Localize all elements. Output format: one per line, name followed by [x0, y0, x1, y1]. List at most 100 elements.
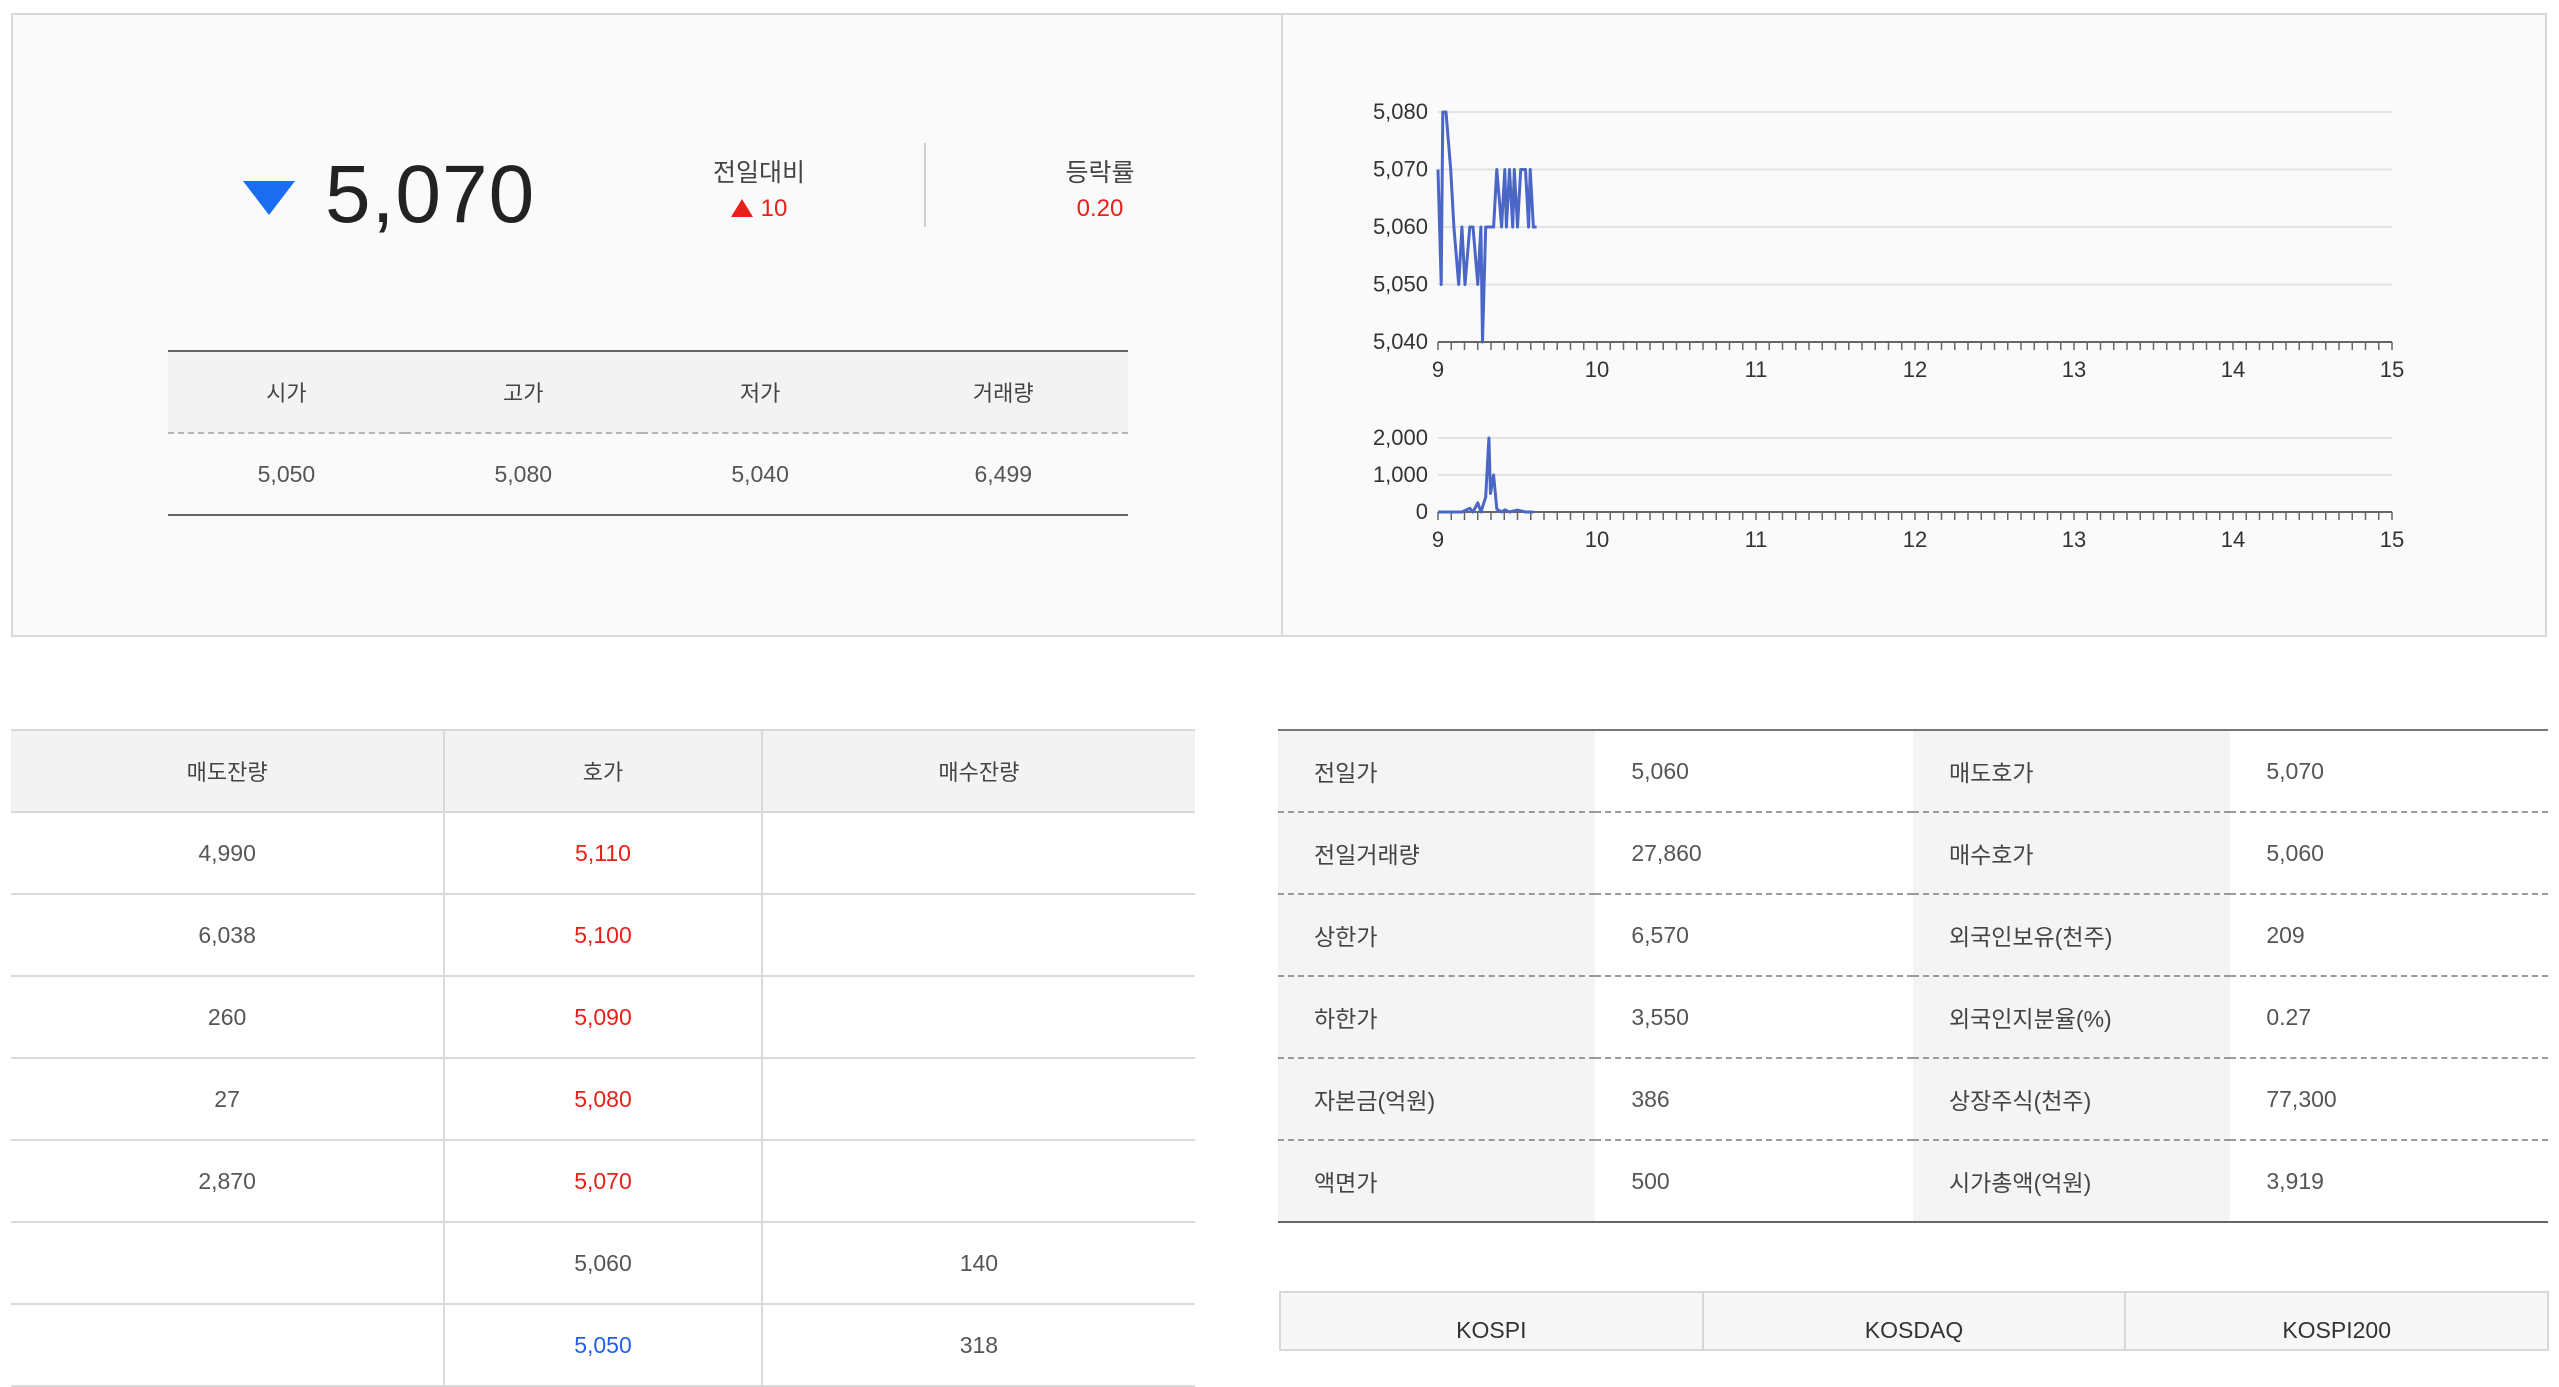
orderbook-ask-qty: 2,870: [11, 1140, 445, 1223]
table-row: 4,990 5,110: [11, 812, 1195, 895]
table-row: 2,870 5,070: [11, 1140, 1195, 1223]
table-row: 상한가 6,570 외국인보유(천주) 209: [1278, 894, 2548, 977]
change-label: 전일대비: [712, 159, 805, 187]
table-row: 전일거래량 27,860 매수호가 5,060: [1278, 812, 2548, 895]
price-x-tick-label: 12: [1903, 357, 1927, 382]
info-label: 매도호가: [1912, 730, 2231, 813]
volume-y-tick-label: 1,000: [1373, 462, 1428, 487]
info-value: 27,860: [1595, 812, 1913, 895]
volume-x-tick-label: 13: [2062, 527, 2086, 552]
ohlc-high: 5,080: [404, 433, 642, 516]
current-price-value: 5,070: [325, 149, 536, 240]
orderbook-header-price: 호가: [443, 729, 762, 813]
current-price: 5,070: [243, 140, 535, 250]
info-value: 77,300: [2230, 1058, 2548, 1141]
orderbook-price[interactable]: 5,050: [443, 1304, 762, 1387]
volume-y-tick-label: 0: [1416, 499, 1428, 524]
info-label: 외국인보유(천주): [1912, 894, 2231, 977]
tab-kosdaq[interactable]: KOSDAQ: [1701, 1293, 2125, 1349]
volume-x-tick-label: 9: [1432, 527, 1444, 552]
rate-block: 등락률 0.20: [1010, 153, 1190, 223]
info-label: 하한가: [1278, 976, 1596, 1059]
ohlc-header-row: 시가 고가 저가 거래량: [168, 350, 1128, 434]
price-x-tick-label: 14: [2221, 357, 2245, 382]
orderbook-ask-qty: 27: [11, 1058, 445, 1141]
orderbook-bid-qty: 318: [760, 1304, 1195, 1387]
orderbook-price[interactable]: 5,060: [443, 1222, 762, 1305]
orderbook-price[interactable]: 5,080: [443, 1058, 762, 1141]
table-row: 260 5,090: [11, 976, 1195, 1059]
up-arrow-icon: [730, 199, 753, 217]
rate-value: 0.20: [1076, 195, 1124, 222]
orderbook-bid-qty: 140: [760, 1222, 1195, 1305]
table-row: 27 5,080: [11, 1058, 1195, 1141]
change-value-wrap: 10: [669, 195, 849, 223]
change-block: 전일대비 10: [669, 153, 849, 223]
panel-divider: [1281, 15, 1283, 635]
info-value: 3,919: [2230, 1140, 2548, 1223]
info-value: 0.27: [2230, 976, 2548, 1059]
info-label: 전일거래량: [1278, 812, 1596, 895]
info-label: 전일가: [1278, 730, 1596, 813]
tab-kospi[interactable]: KOSPI: [1456, 1317, 1527, 1343]
info-value: 209: [2230, 894, 2548, 977]
orderbook-bid-qty: [760, 976, 1195, 1059]
price-series-line: [1436, 110, 1537, 344]
ohlc-header-volume: 거래량: [878, 350, 1128, 434]
info-label: 액면가: [1278, 1140, 1596, 1223]
price-x-tick-label: 15: [2380, 357, 2404, 382]
stat-separator: [924, 143, 926, 227]
price-y-tick-label: 5,040: [1373, 329, 1428, 354]
down-arrow-icon: [243, 181, 295, 215]
ohlc-open: 5,050: [168, 433, 405, 516]
info-label: 외국인지분율(%): [1912, 976, 2231, 1059]
orderbook-ask-qty: [11, 1222, 445, 1305]
info-label: 자본금(억원): [1278, 1058, 1596, 1141]
orderbook-price[interactable]: 5,090: [443, 976, 762, 1059]
orderbook-ask-qty: 6,038: [11, 894, 445, 977]
orderbook-bid-qty: [760, 894, 1195, 977]
info-label: 상장주식(천주): [1912, 1058, 2231, 1141]
orderbook-price[interactable]: 5,110: [443, 812, 762, 895]
orderbook-price[interactable]: 5,070: [443, 1140, 762, 1223]
orderbook-bid-qty: [760, 1140, 1195, 1223]
orderbook-bid-qty: [760, 1058, 1195, 1141]
orderbook-header-row: 매도잔량 호가 매수잔량: [11, 729, 1195, 813]
volume-y-tick-label: 2,000: [1373, 425, 1428, 450]
table-row: 전일가 5,060 매도호가 5,070: [1278, 730, 2548, 813]
table-row: 5,050 318: [11, 1304, 1195, 1387]
price-x-tick-label: 10: [1585, 357, 1609, 382]
volume-x-tick-label: 11: [1745, 527, 1768, 552]
ohlc-header-low: 저가: [641, 350, 879, 434]
info-value: 500: [1595, 1140, 1913, 1223]
price-x-tick-label: 11: [1745, 357, 1768, 382]
volume-x-tick-label: 12: [1903, 527, 1927, 552]
orderbook-ask-qty: [11, 1304, 445, 1387]
info-value: 5,070: [2230, 730, 2548, 813]
orderbook-header-bid: 매수잔량: [760, 729, 1195, 813]
orderbook-price[interactable]: 5,100: [443, 894, 762, 977]
volume-x-tick-label: 14: [2221, 527, 2245, 552]
orderbook-ask-qty: 260: [11, 976, 445, 1059]
orderbook-table: 매도잔량 호가 매수잔량 4,990 5,110 6,038 5,100 260 5,09…: [11, 729, 1195, 1387]
tab-kospi200[interactable]: KOSPI200: [2124, 1293, 2547, 1349]
price-y-tick-label: 5,070: [1373, 157, 1428, 182]
index-tabs: KOSPI KOSDAQ KOSPI200: [1279, 1291, 2549, 1351]
info-label: 상한가: [1278, 894, 1596, 977]
info-value: 5,060: [1595, 730, 1913, 813]
stock-info-table: 전일가 5,060 매도호가 5,070 전일거래량 27,860 매수호가 5,060 상한가…: [1278, 729, 2548, 1223]
table-row: 하한가 3,550 외국인지분율(%) 0.27: [1278, 976, 2548, 1059]
ohlc-value-row: 5,050 5,080 5,040 6,499: [168, 433, 1128, 516]
info-value: 6,570: [1595, 894, 1913, 977]
info-label: 매수호가: [1912, 812, 2231, 895]
info-value: 5,060: [2230, 812, 2548, 895]
volume-x-tick-label: 10: [1585, 527, 1609, 552]
ohlc-header-high: 고가: [404, 350, 642, 434]
price-x-tick-label: 9: [1432, 357, 1444, 382]
table-row: 5,060 140: [11, 1222, 1195, 1305]
info-value: 3,550: [1595, 976, 1913, 1059]
orderbook-ask-qty: 4,990: [11, 812, 445, 895]
ohlc-low: 5,040: [641, 433, 879, 516]
change-value: 10: [760, 195, 788, 222]
